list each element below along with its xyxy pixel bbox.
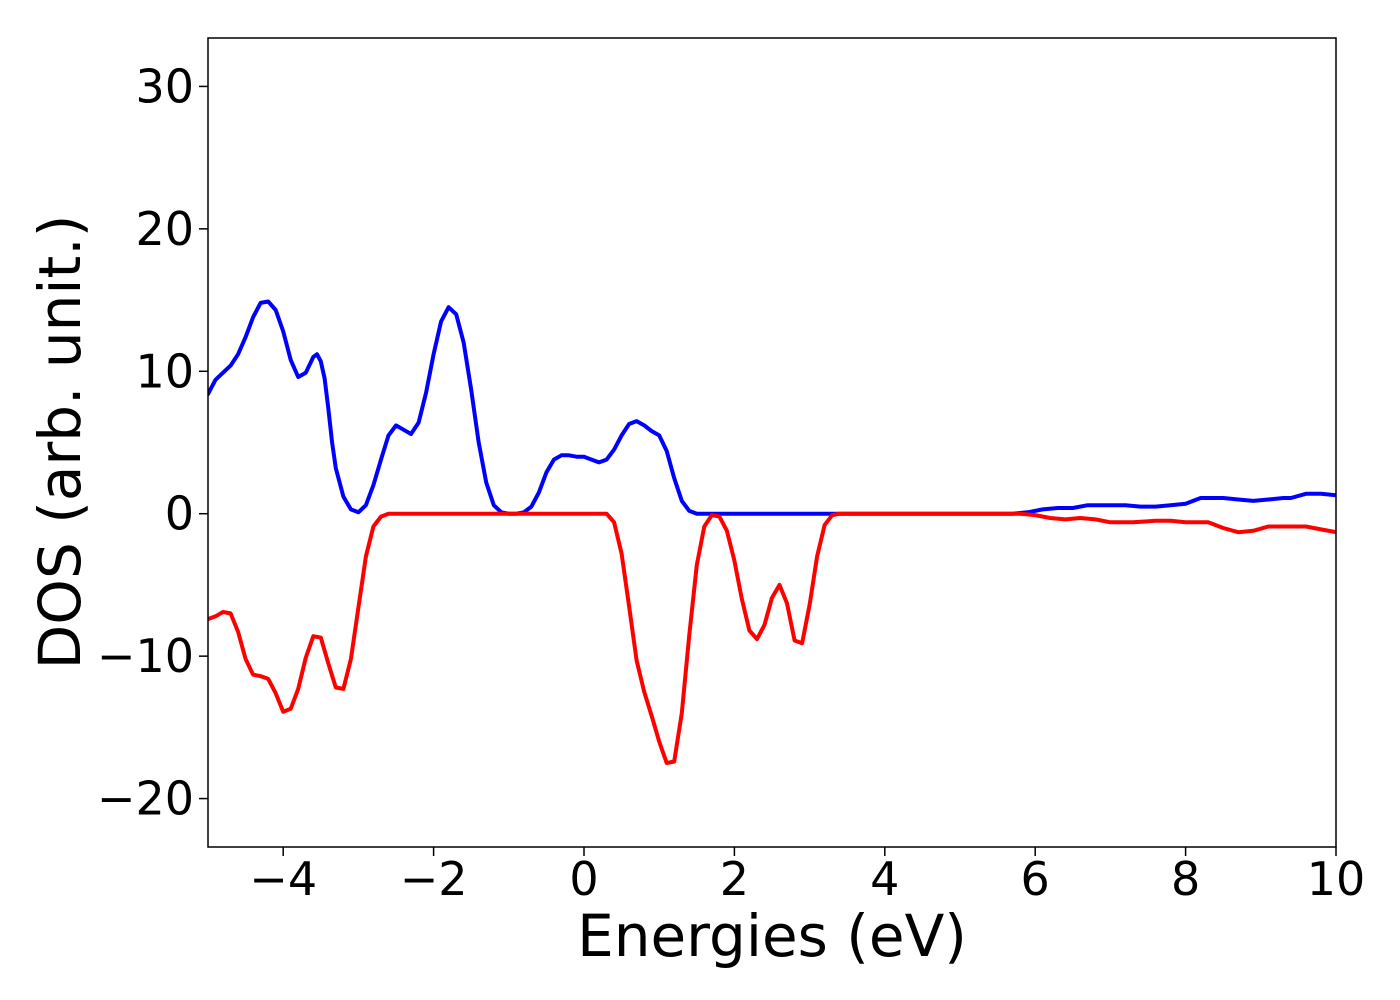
x-tick-label: 8 — [1171, 852, 1200, 906]
x-axis-label: Energies (eV) — [577, 902, 967, 970]
x-tick-label: −4 — [249, 852, 317, 906]
y-tick-label: 10 — [135, 344, 194, 398]
x-tick-label: 6 — [1021, 852, 1050, 906]
series-line-2 — [208, 511, 1336, 765]
y-tick-label: 0 — [165, 487, 194, 541]
y-tick-label: 30 — [135, 59, 194, 113]
x-tick-label: −2 — [400, 852, 468, 906]
plot-frame — [207, 37, 1337, 848]
y-tick-label: −10 — [97, 629, 194, 683]
y-axis-label: DOS (arb. unit.) — [26, 215, 94, 670]
plot-layer — [208, 299, 1336, 765]
x-tick-label: 2 — [720, 852, 749, 906]
x-tick-label: 10 — [1307, 852, 1366, 906]
x-tick-label: 4 — [870, 852, 899, 906]
series-line-1 — [208, 299, 1336, 516]
y-tick-label: 20 — [135, 202, 194, 256]
y-tick-label: −20 — [97, 772, 194, 826]
x-tick-label: 0 — [569, 852, 598, 906]
